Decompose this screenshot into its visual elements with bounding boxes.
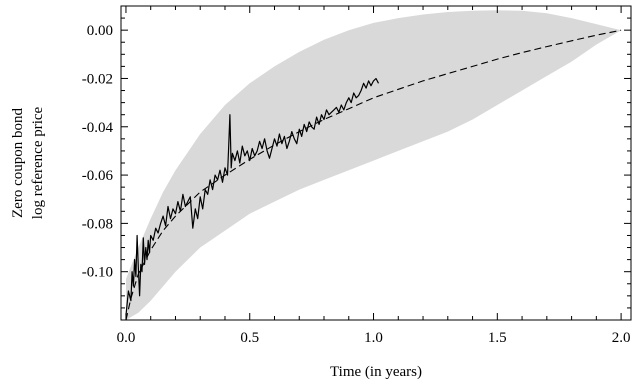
y-tick-label: -0.04 — [82, 120, 114, 136]
y-tick-label: -0.08 — [82, 216, 113, 232]
y-tick-label: 0.00 — [87, 23, 113, 39]
tick-layer: 0.0 0.5 1.0 1.5 2.0 0.00 -0.02 -0.04 -0.06 -0.08 -… — [82, 5, 631, 346]
confidence-band — [126, 10, 622, 320]
band-layer — [126, 10, 622, 320]
y-axis-title-line-2: log reference price — [30, 106, 46, 219]
y-tick-label: -0.06 — [82, 168, 114, 184]
y-axis-title-line-1: Zero coupon bond — [10, 108, 26, 218]
x-axis-title: Time (in years) — [330, 364, 422, 380]
observed-price-line — [125, 77, 380, 316]
x-tick-label: 0.0 — [117, 330, 136, 346]
x-tick-label: 1.5 — [488, 330, 507, 346]
y-tick-label: -0.02 — [82, 71, 113, 87]
line-layer — [125, 29, 622, 320]
x-tick-label: 1.0 — [364, 330, 383, 346]
x-tick-label: 2.0 — [612, 330, 631, 346]
x-tick-label: 0.5 — [240, 330, 259, 346]
y-tick-label: -0.10 — [82, 265, 113, 281]
